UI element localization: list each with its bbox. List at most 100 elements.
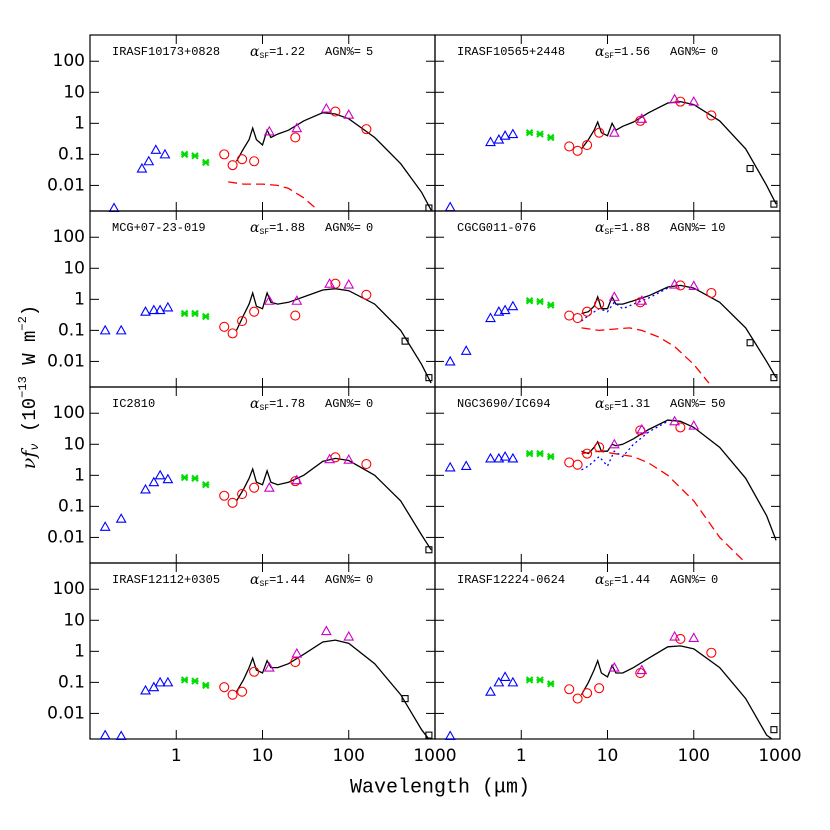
data-point bbox=[770, 374, 778, 382]
data-point bbox=[675, 422, 686, 433]
alpha-eq: = bbox=[614, 221, 621, 235]
alpha-eq: = bbox=[269, 573, 276, 587]
data-point bbox=[572, 459, 583, 470]
alpha-sub: SF bbox=[604, 52, 614, 61]
data-point bbox=[746, 339, 754, 347]
y-label-exp: −13 bbox=[16, 376, 30, 398]
data-point bbox=[485, 312, 496, 323]
y-tick-label: 0.1 bbox=[58, 320, 85, 340]
model-line bbox=[235, 288, 432, 384]
y-tick-label: 100 bbox=[53, 579, 85, 599]
data-point bbox=[525, 128, 534, 137]
data-point bbox=[636, 113, 648, 123]
alpha-sub: SF bbox=[259, 404, 269, 413]
agn-text: AGN%= bbox=[670, 45, 706, 59]
model-line bbox=[581, 420, 669, 471]
alpha-label: αSF=1.44 bbox=[250, 572, 305, 589]
y-tick-label: 1 bbox=[74, 113, 85, 133]
plot-area bbox=[581, 419, 777, 563]
panel-frame bbox=[434, 34, 781, 212]
data-point bbox=[227, 689, 238, 700]
data-point bbox=[536, 130, 544, 138]
data-point bbox=[99, 729, 111, 740]
data-point bbox=[237, 154, 248, 165]
data-point bbox=[499, 671, 511, 681]
data-point bbox=[688, 419, 700, 430]
data-point bbox=[343, 278, 355, 289]
data-point bbox=[162, 473, 174, 484]
panel-frame bbox=[89, 386, 436, 564]
agn-value: 10 bbox=[711, 221, 725, 235]
alpha-symbol: α bbox=[250, 396, 260, 412]
data-point bbox=[564, 684, 575, 695]
data-point bbox=[143, 155, 155, 166]
data-point bbox=[263, 661, 275, 672]
data-point bbox=[444, 461, 456, 472]
data-point bbox=[291, 474, 303, 485]
data-point bbox=[669, 415, 681, 426]
panel: CGCG011-076 αSF=1.88 AGN%= 10 bbox=[434, 210, 781, 388]
agn-label: AGN%= 50 bbox=[670, 397, 725, 411]
data-point bbox=[219, 149, 230, 160]
data-point bbox=[219, 682, 230, 693]
agn-label: AGN%= 0 bbox=[325, 221, 373, 235]
data-point bbox=[572, 693, 583, 704]
data-point bbox=[343, 454, 355, 464]
data-point bbox=[148, 681, 160, 692]
source-name: IC2810 bbox=[112, 397, 155, 411]
source-name: IRASF10173+0828 bbox=[112, 45, 220, 59]
data-point bbox=[536, 297, 544, 306]
alpha-value: 1.44 bbox=[276, 573, 305, 587]
data-point bbox=[219, 321, 230, 332]
data-point bbox=[425, 546, 433, 554]
data-point bbox=[547, 680, 555, 688]
data-point bbox=[485, 452, 496, 463]
data-point bbox=[669, 630, 681, 641]
data-point bbox=[444, 730, 456, 741]
model-line bbox=[235, 112, 432, 211]
data-point bbox=[330, 278, 341, 289]
data-point bbox=[547, 452, 555, 461]
panel-frame bbox=[434, 210, 781, 388]
data-point bbox=[507, 676, 519, 687]
data-point bbox=[675, 633, 686, 645]
x-tick-label: 1000 bbox=[413, 746, 456, 766]
alpha-eq: = bbox=[614, 397, 621, 411]
alpha-sub: SF bbox=[259, 228, 269, 237]
y-tick-label: 100 bbox=[53, 227, 85, 247]
data-point bbox=[154, 676, 166, 687]
data-point bbox=[290, 132, 301, 143]
y-tick-label: 100 bbox=[53, 51, 85, 71]
plot-area bbox=[580, 645, 774, 739]
y-tick-label: 0.01 bbox=[47, 527, 85, 547]
alpha-label: αSF=1.31 bbox=[595, 396, 650, 413]
alpha-value: 1.88 bbox=[276, 221, 305, 235]
y-label-close: ) bbox=[19, 305, 41, 316]
data-point bbox=[115, 324, 127, 335]
source-name: NGC3690/IC694 bbox=[457, 397, 551, 411]
agn-value: 0 bbox=[366, 397, 373, 411]
alpha-value: 1.78 bbox=[276, 397, 305, 411]
data-point bbox=[324, 453, 336, 464]
data-point bbox=[608, 661, 620, 672]
agn-label: AGN%= 0 bbox=[670, 573, 718, 587]
data-point bbox=[460, 460, 472, 471]
plot-area bbox=[228, 112, 432, 211]
alpha-symbol: α bbox=[595, 396, 605, 412]
data-point bbox=[191, 309, 199, 318]
alpha-symbol: α bbox=[250, 572, 260, 588]
data-point bbox=[499, 451, 511, 461]
model-line bbox=[580, 100, 777, 205]
x-tick-label: 1 bbox=[171, 746, 182, 766]
data-point bbox=[444, 201, 456, 212]
agn-text: AGN%= bbox=[670, 573, 706, 587]
data-point bbox=[564, 457, 575, 468]
panel: 0.01 0.1 1 10 100 MCG+07-23-019 αSF=1.88 AGN%= 0 bbox=[47, 210, 436, 388]
data-point bbox=[608, 127, 620, 137]
agn-text: AGN%= bbox=[670, 221, 706, 235]
alpha-symbol: α bbox=[595, 572, 605, 588]
data-point bbox=[564, 141, 575, 152]
data-point bbox=[525, 676, 534, 684]
model-line bbox=[581, 284, 777, 379]
